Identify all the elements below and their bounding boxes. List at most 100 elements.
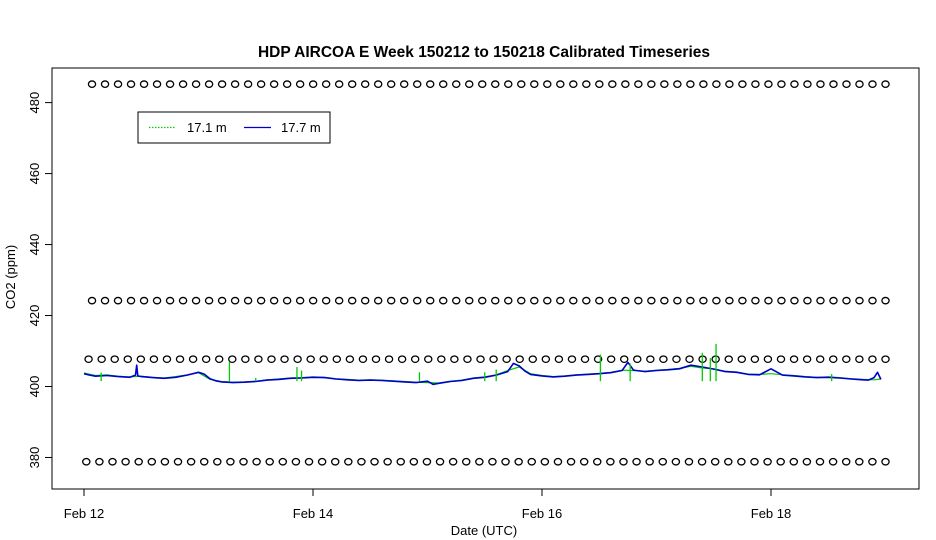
reference-point — [308, 296, 318, 305]
reference-point — [566, 457, 576, 466]
reference-point — [478, 296, 487, 305]
reference-point — [530, 80, 539, 88]
reference-point — [113, 296, 123, 305]
reference-point — [461, 457, 471, 466]
series-layer — [83, 343, 882, 386]
reference-point — [634, 80, 643, 88]
reference-point — [175, 355, 185, 364]
reference-point — [828, 355, 838, 364]
reference-point — [725, 80, 734, 88]
reference-point — [712, 80, 721, 88]
reference-point — [855, 457, 864, 466]
reference-point — [252, 457, 261, 466]
reference-point — [504, 80, 513, 88]
y-axis-label: CO2 (ppm) — [3, 245, 18, 309]
reference-point — [633, 355, 642, 364]
reference-point — [660, 80, 669, 88]
reference-point — [204, 296, 214, 305]
reference-point — [412, 80, 422, 88]
x-tick-label-3: Feb 18 — [751, 506, 791, 521]
reference-point — [527, 457, 537, 466]
reference-point — [802, 355, 812, 364]
reference-point — [230, 296, 240, 305]
reference-point — [87, 296, 97, 305]
reference-point — [710, 457, 720, 466]
reference-point — [282, 296, 292, 305]
reference-point — [360, 296, 370, 305]
reference-point — [567, 355, 577, 364]
reference-point — [448, 457, 458, 466]
reference-point — [619, 355, 629, 364]
reference-point — [751, 296, 760, 305]
reference-point — [425, 80, 435, 88]
x-tick-label-1: Feb 14 — [293, 506, 333, 521]
reference-point — [149, 355, 159, 364]
reference-point — [540, 457, 550, 466]
reference-point — [488, 457, 497, 466]
reference-point — [317, 457, 327, 466]
reference-point — [295, 296, 305, 305]
reference-point — [178, 296, 188, 305]
reference-point — [239, 457, 248, 466]
reference-point — [241, 355, 250, 364]
reference-point — [881, 80, 890, 88]
reference-point — [556, 296, 565, 305]
reference-point — [332, 355, 342, 364]
reference-point — [712, 296, 721, 305]
reference-point — [803, 296, 812, 305]
reference-point — [345, 355, 355, 364]
reference-point — [230, 80, 240, 88]
reference-point — [319, 355, 328, 364]
reference-point — [543, 296, 552, 305]
reference-point — [724, 355, 733, 364]
reference-point — [435, 457, 445, 466]
reference-point — [265, 457, 274, 466]
reference-point — [699, 80, 708, 88]
reference-point — [881, 457, 890, 466]
reference-point — [881, 296, 890, 305]
reference-point — [464, 80, 474, 88]
reference-point — [606, 457, 615, 466]
reference-point — [619, 457, 628, 466]
reference-point — [855, 296, 864, 305]
reference-point — [685, 355, 694, 364]
reference-point — [278, 457, 288, 466]
reference-point — [451, 80, 461, 88]
x-tick-label-0: Feb 12 — [64, 506, 104, 521]
reference-point — [517, 296, 526, 305]
reference-point — [358, 355, 368, 364]
y-tick-label-420: 420 — [27, 305, 42, 327]
reference-point — [841, 457, 851, 466]
reference-point — [515, 355, 524, 364]
reference-point — [360, 80, 370, 88]
reference-point — [334, 296, 344, 305]
reference-point — [737, 355, 747, 364]
reference-point — [593, 355, 603, 364]
reference-point — [579, 457, 589, 466]
reference-point — [357, 457, 366, 466]
reference-point — [188, 355, 198, 364]
reference-point — [97, 355, 106, 364]
y-tick-label-480: 480 — [27, 92, 42, 114]
reference-point — [491, 80, 500, 88]
reference-point — [370, 457, 379, 466]
reference-point — [777, 296, 786, 305]
reference-point — [373, 80, 383, 88]
reference-point — [450, 355, 459, 364]
reference-point — [95, 457, 104, 466]
reference-point — [815, 355, 825, 364]
reference-point — [425, 296, 435, 305]
reference-point — [397, 355, 407, 364]
reference-point — [750, 457, 759, 466]
reference-point — [424, 355, 433, 364]
reference-point — [658, 457, 668, 466]
reference-point — [595, 80, 604, 88]
reference-point — [789, 355, 799, 364]
reference-point — [528, 355, 538, 364]
reference-point — [178, 80, 188, 88]
legend-label-17-1m: 17.1 m — [187, 120, 227, 135]
reference-point — [386, 80, 396, 88]
reference-point — [422, 457, 432, 466]
reference-point — [280, 355, 289, 364]
reference-point — [751, 80, 760, 88]
